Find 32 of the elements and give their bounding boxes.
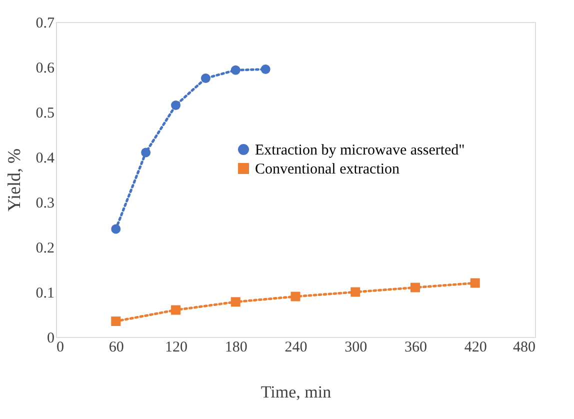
legend-label: Extraction by microwave asserted" (255, 142, 465, 158)
point (141, 148, 151, 158)
point (171, 305, 180, 315)
y-tick-label: 0.2 (36, 240, 54, 256)
legend-label: Conventional extraction (255, 162, 400, 178)
point (200, 74, 210, 83)
x-tick-label: 120 (165, 340, 188, 356)
point (171, 100, 180, 110)
point (111, 224, 121, 234)
x-tick-label: 480 (513, 340, 536, 356)
y-tick-label: 0.4 (36, 150, 55, 166)
y-tick-label: 0.1 (36, 286, 54, 302)
x-axis-title: Time, min (260, 382, 332, 402)
x-tick-label: 300 (344, 340, 368, 356)
point (410, 282, 420, 292)
point (230, 297, 240, 307)
x-tick-label: 420 (464, 340, 487, 356)
y-tick-label: 0.3 (36, 196, 54, 212)
point (470, 278, 480, 288)
y-tick-label: 0.6 (36, 60, 55, 76)
x-tick-label: 180 (224, 340, 248, 356)
y-axis-title: Yield, % (4, 148, 24, 212)
point (230, 65, 240, 75)
y-tick-label: 0.7 (36, 16, 55, 32)
y-tick-label: 0.5 (36, 106, 54, 122)
point (260, 64, 270, 74)
x-tick-label: 60 (108, 340, 124, 356)
x-tick-label: 240 (284, 340, 308, 356)
point (350, 287, 360, 297)
point (290, 292, 300, 302)
point (111, 316, 121, 326)
x-tick-label: 360 (404, 340, 427, 356)
